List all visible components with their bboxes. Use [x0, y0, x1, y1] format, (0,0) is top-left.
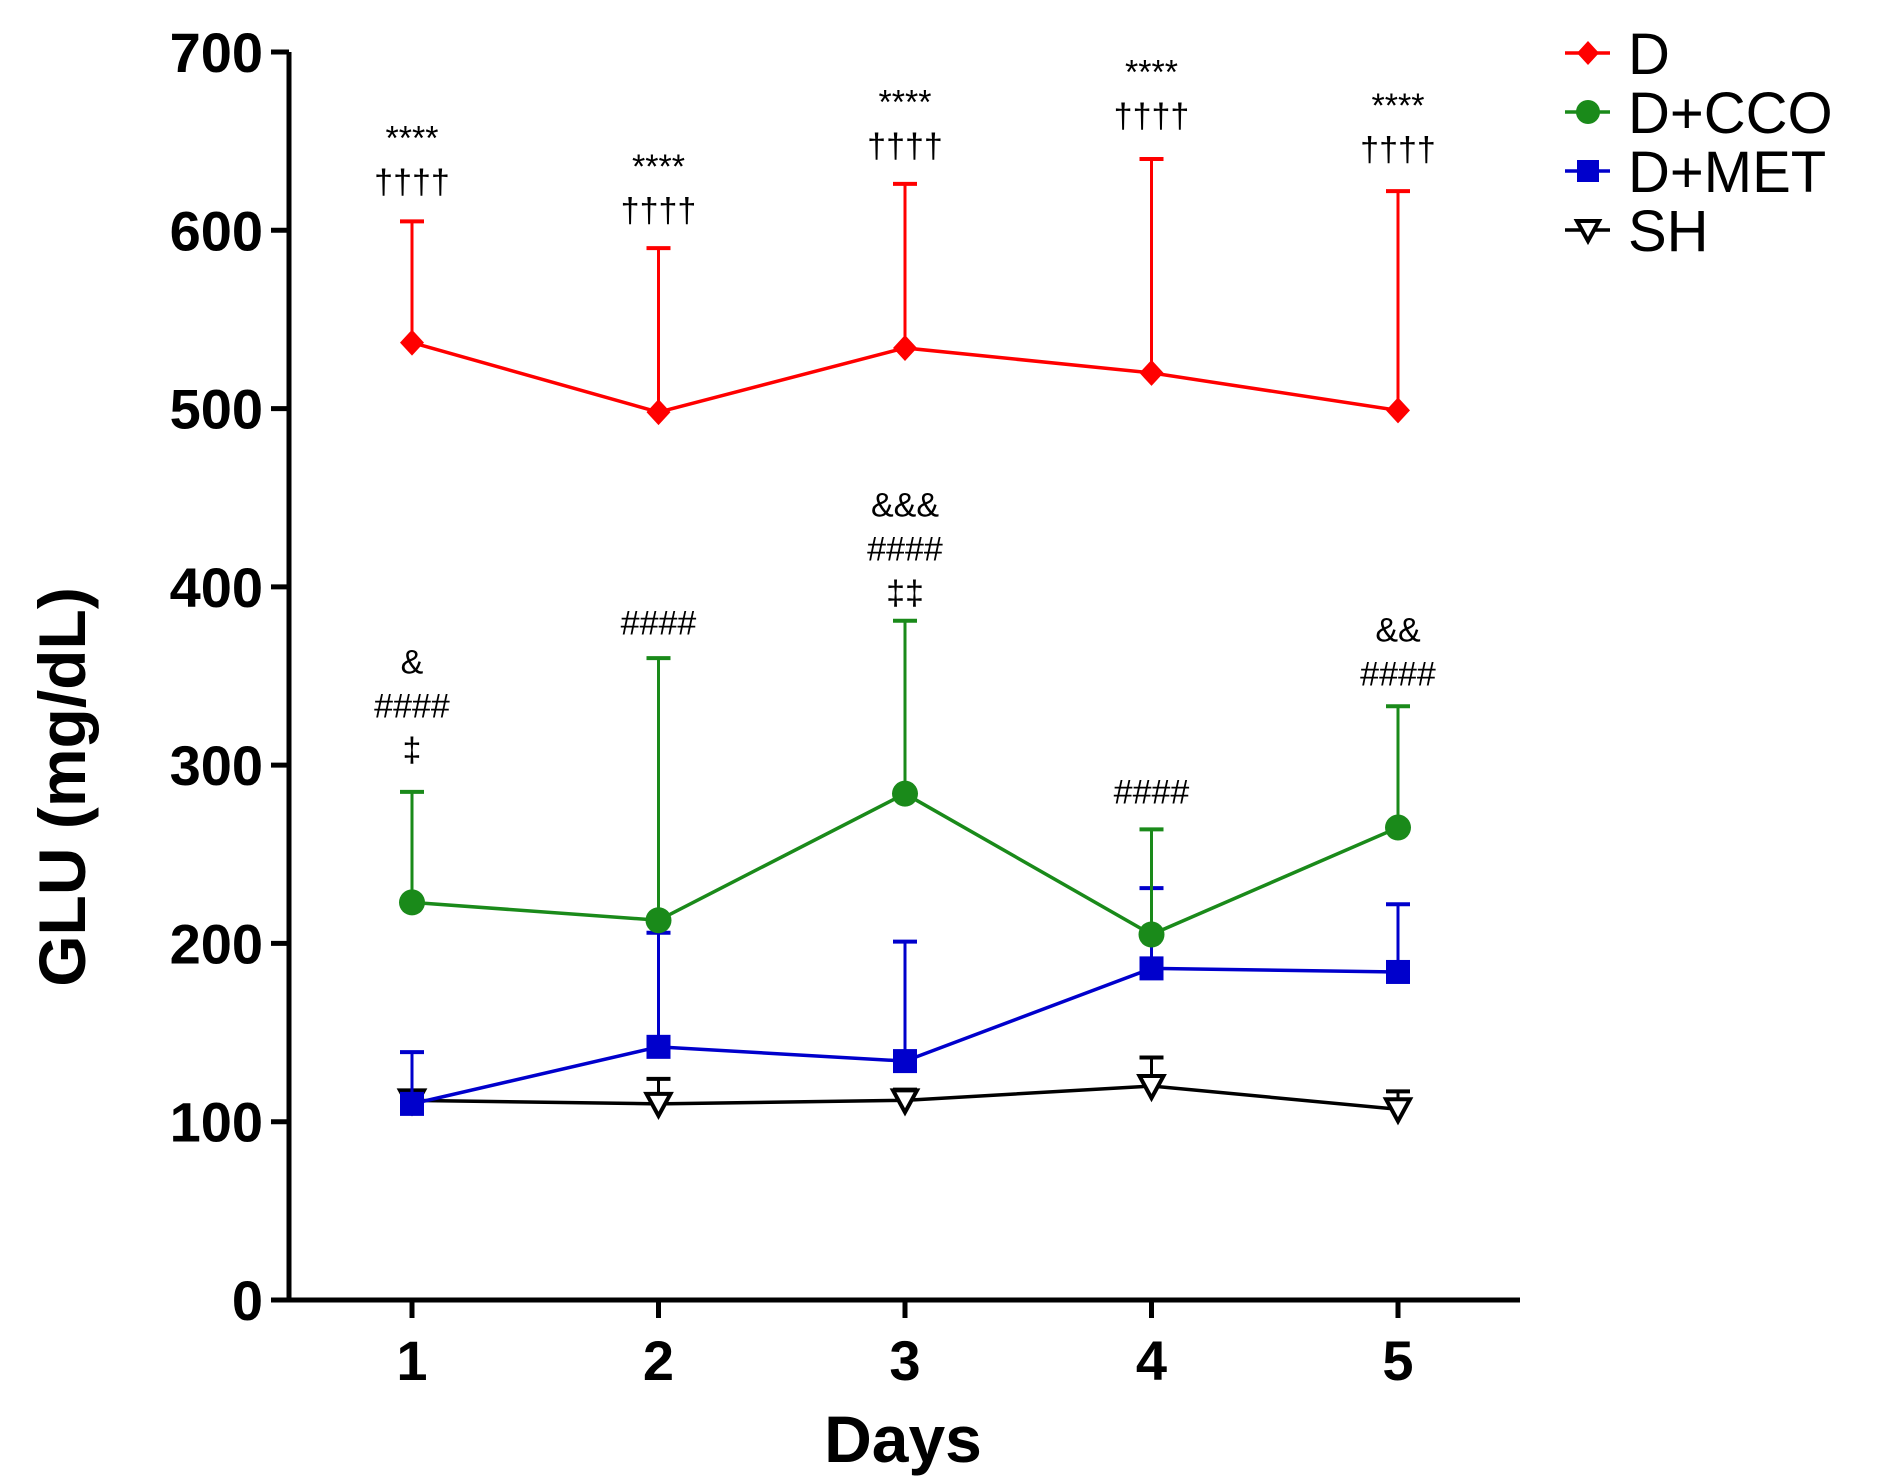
data-point [893, 334, 917, 361]
legend-label: SH [1628, 199, 1709, 264]
data-point [646, 399, 671, 426]
legend-label: D+CCO [1628, 81, 1833, 146]
legend-label: D [1628, 22, 1670, 87]
significance-label: **** [1125, 53, 1178, 91]
data-point [893, 1049, 917, 1074]
y-axis-label: GLU (mg/dL) [25, 587, 99, 987]
significance-label: **** [386, 119, 439, 157]
legend-item-sh: SH [1565, 199, 1709, 264]
significance-annotations: **** †††† **** †††† **** †††† **** †††† **** ††††… [374, 53, 1436, 811]
data-point [643, 1091, 674, 1121]
legend-item-d-plus-cco: D+CCO [1565, 81, 1833, 146]
data-point [892, 780, 918, 807]
axes [271, 49, 1520, 1318]
series-d [400, 156, 1410, 426]
y-tick-label: 200 [170, 912, 263, 975]
x-tick-label: 3 [889, 1329, 920, 1392]
y-tick-label: 100 [170, 1091, 263, 1154]
x-tick-label: 4 [1136, 1329, 1167, 1392]
legend-marker [1577, 160, 1599, 182]
data-point [1139, 956, 1164, 981]
x-tick-label: 1 [396, 1329, 427, 1392]
data-point [889, 1088, 921, 1117]
x-tick-label: 5 [1382, 1329, 1413, 1392]
significance-label: #### [621, 604, 697, 642]
y-tick-label: 500 [170, 378, 263, 441]
y-tick-label: 700 [170, 21, 263, 84]
significance-label: #### [1360, 655, 1436, 693]
series-d-plus-cco [399, 618, 1411, 948]
data-point [646, 1034, 671, 1059]
significance-label: **** [1372, 87, 1425, 125]
series-layer [396, 156, 1414, 1126]
data-point [400, 329, 424, 356]
significance-label: ‡ [403, 731, 422, 769]
y-tick-label: 400 [170, 556, 263, 619]
data-point [1382, 1097, 1414, 1126]
significance-label: && [1375, 611, 1421, 649]
significance-label: †††† [1360, 131, 1436, 169]
y-tick-label: 300 [170, 734, 263, 797]
significance-label: #### [867, 531, 943, 569]
significance-label: &&& [871, 487, 939, 525]
legend-marker [1573, 219, 1603, 246]
data-point [1139, 359, 1164, 386]
tick-labels: 0 100 200 300 400 500 600 700 1 2 3 4 5 [170, 21, 1414, 1392]
x-axis-label: Days [824, 1402, 982, 1476]
y-tick-label: 600 [170, 199, 263, 262]
data-point [1386, 959, 1410, 984]
data-point [1138, 921, 1165, 948]
data-point [399, 889, 425, 916]
y-tick-label: 0 [232, 1269, 263, 1332]
significance-label: †††† [621, 192, 697, 230]
significance-label: #### [1114, 774, 1190, 812]
significance-label: †††† [867, 128, 943, 166]
significance-label: ‡‡ [886, 575, 924, 613]
legend-item-d: D [1565, 22, 1670, 87]
significance-label: †††† [1114, 97, 1190, 135]
series-d-plus-met [400, 886, 1410, 1116]
legend-marker [1577, 41, 1599, 65]
significance-label: #### [374, 687, 450, 725]
significance-label: †††† [374, 163, 450, 201]
series-line [411, 791, 1399, 937]
significance-label: & [401, 643, 424, 681]
data-point [1385, 814, 1411, 841]
significance-label: **** [879, 84, 932, 122]
significance-label: **** [632, 148, 685, 186]
data-point [1386, 397, 1410, 424]
legend-item-d-plus-met: D+MET [1565, 140, 1826, 205]
data-point [400, 1091, 424, 1116]
data-point [645, 907, 672, 934]
legend-label: D+MET [1628, 140, 1826, 205]
x-tick-label: 2 [643, 1329, 674, 1392]
legend-marker [1576, 100, 1600, 124]
data-point [1136, 1074, 1167, 1103]
